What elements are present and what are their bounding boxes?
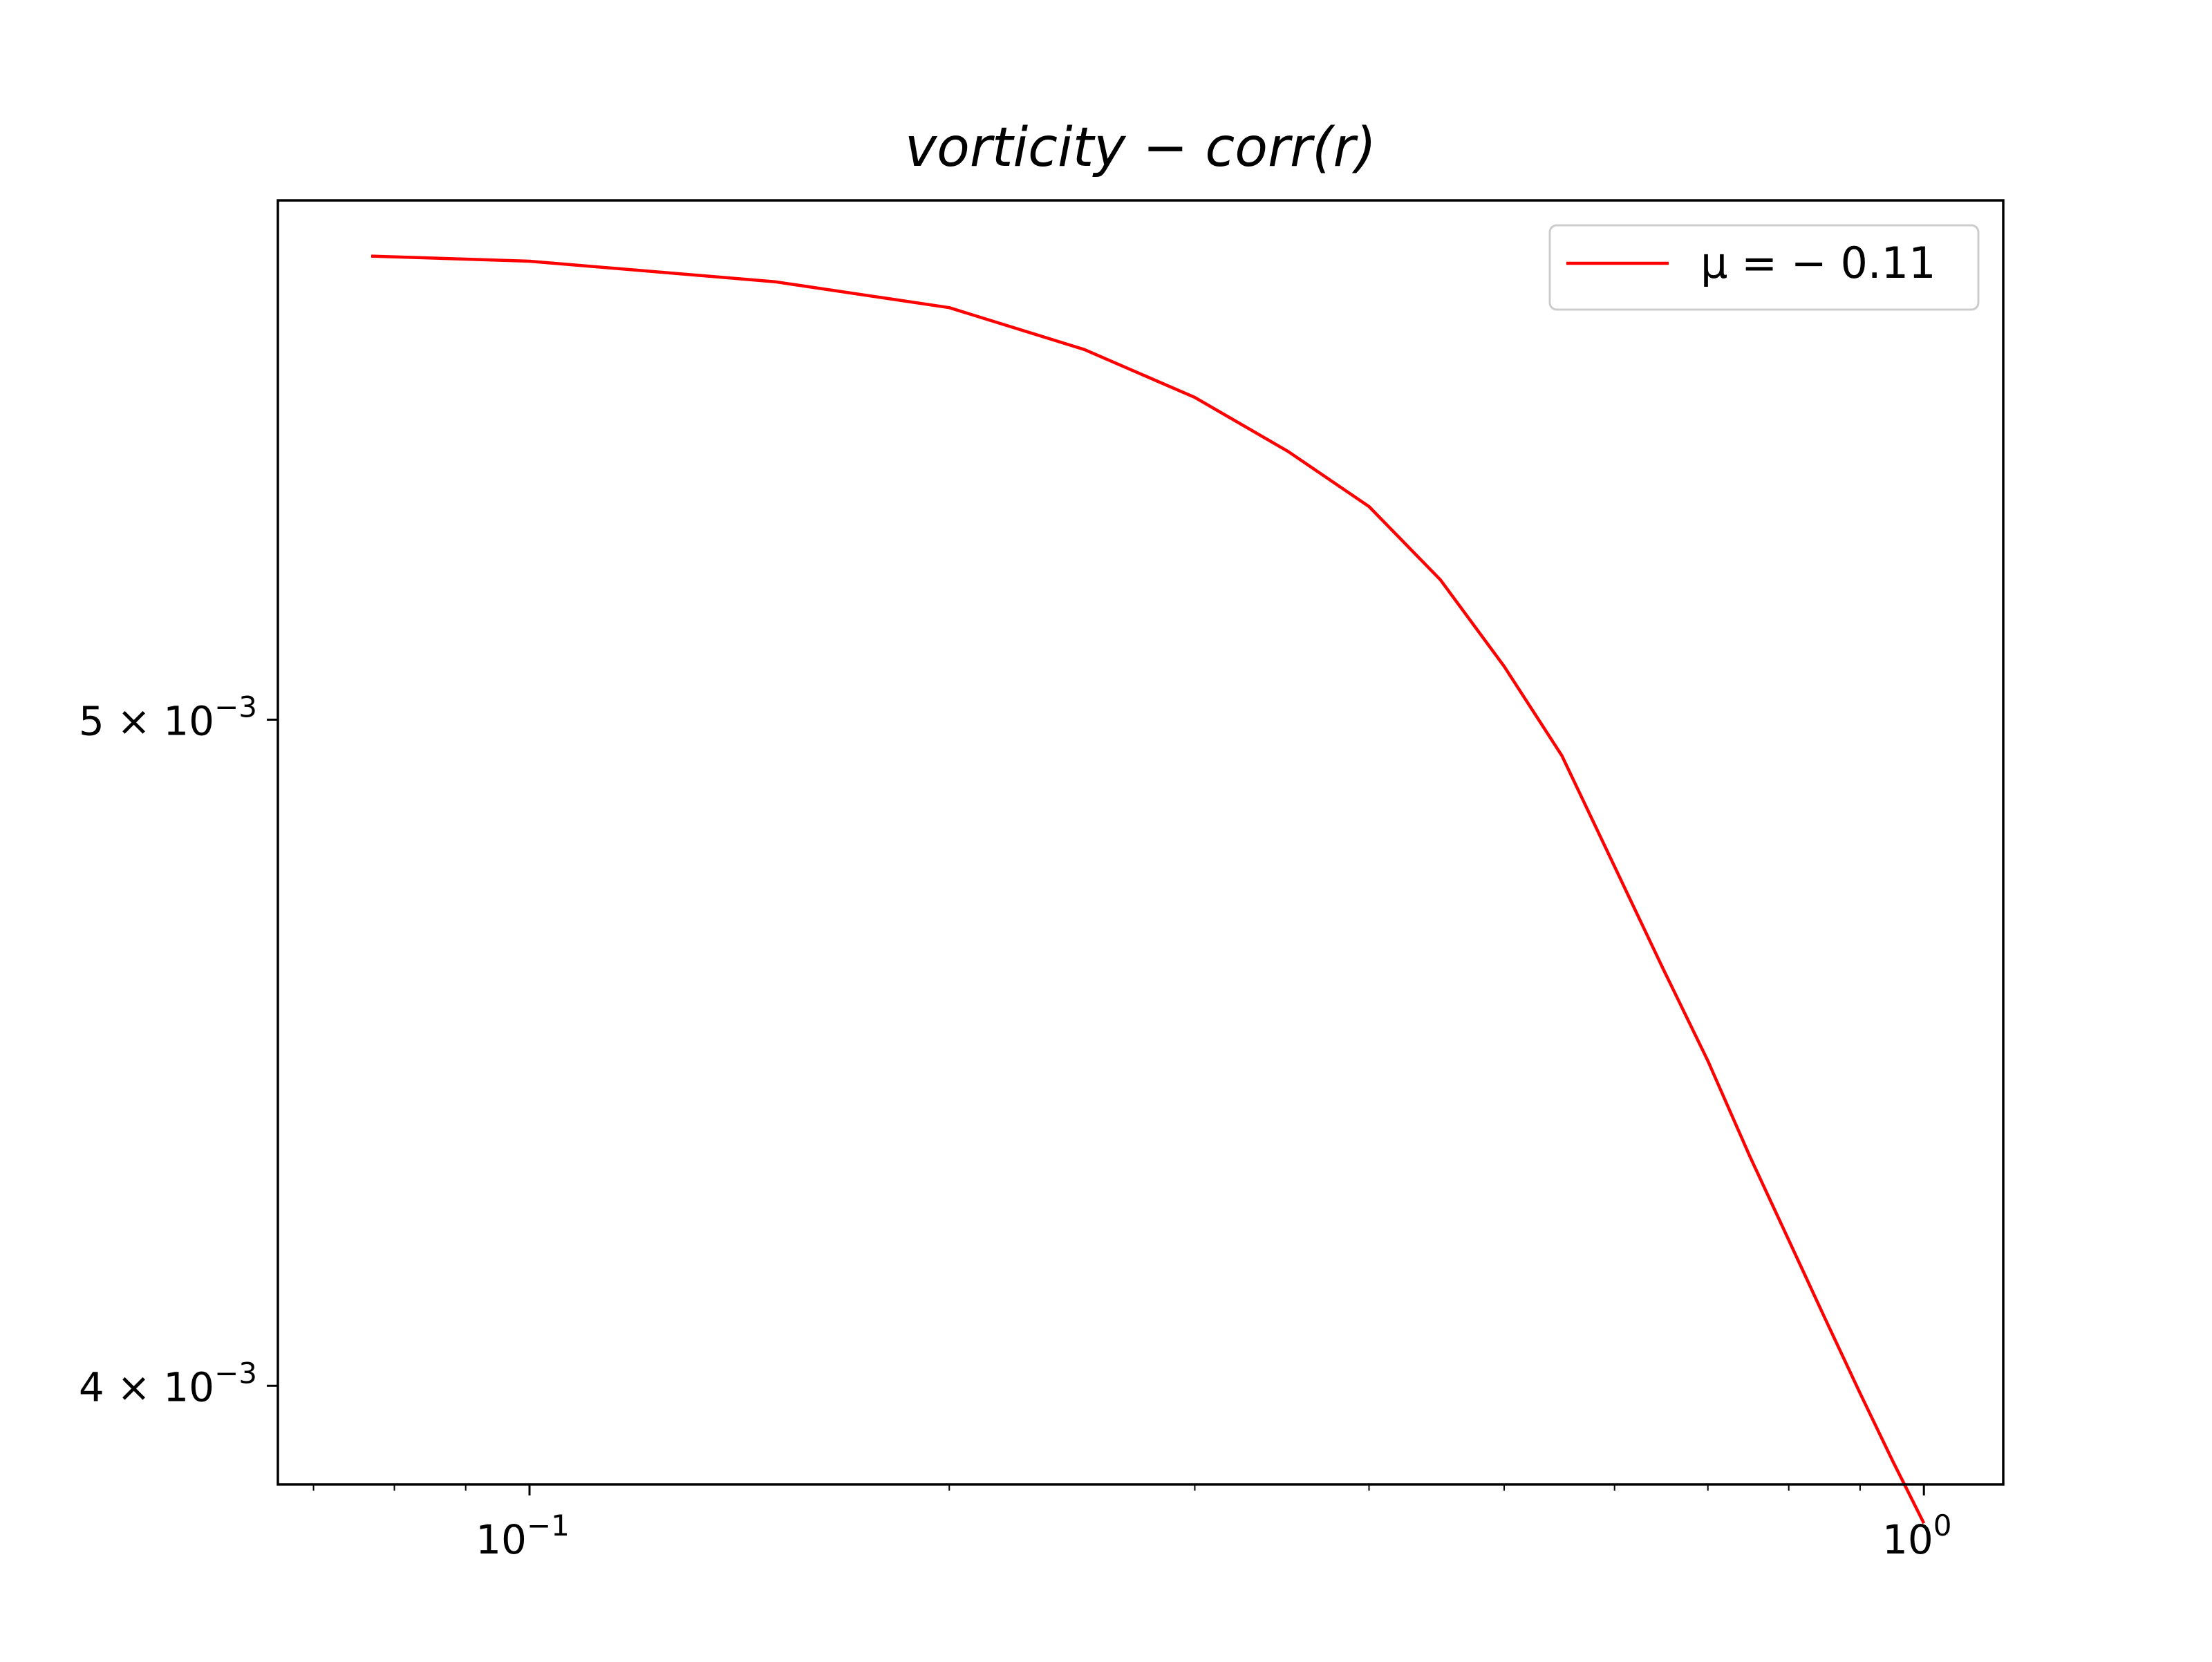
legend-box xyxy=(1548,224,1980,311)
x-axis-ticks: 10−1 100 xyxy=(476,1484,1951,1563)
y-tick-label: 5 × 10−3 xyxy=(79,690,257,744)
y-tick-label: 4 × 10−3 xyxy=(79,1356,257,1410)
plot-frame xyxy=(276,199,2005,1486)
legend: μ = − 0.11 xyxy=(1548,224,1980,311)
series-line xyxy=(371,254,1926,1524)
legend-label: μ = − 0.11 xyxy=(1700,238,1936,288)
x-tick-label: 100 xyxy=(1882,1509,1952,1563)
x-tick-label: 10−1 xyxy=(476,1509,570,1563)
chart-title: vorticity − corr(r) xyxy=(905,117,1376,179)
y-axis-ticks: 4 × 10−3 5 × 10−3 xyxy=(79,690,278,1410)
plot-area xyxy=(371,254,1926,1524)
